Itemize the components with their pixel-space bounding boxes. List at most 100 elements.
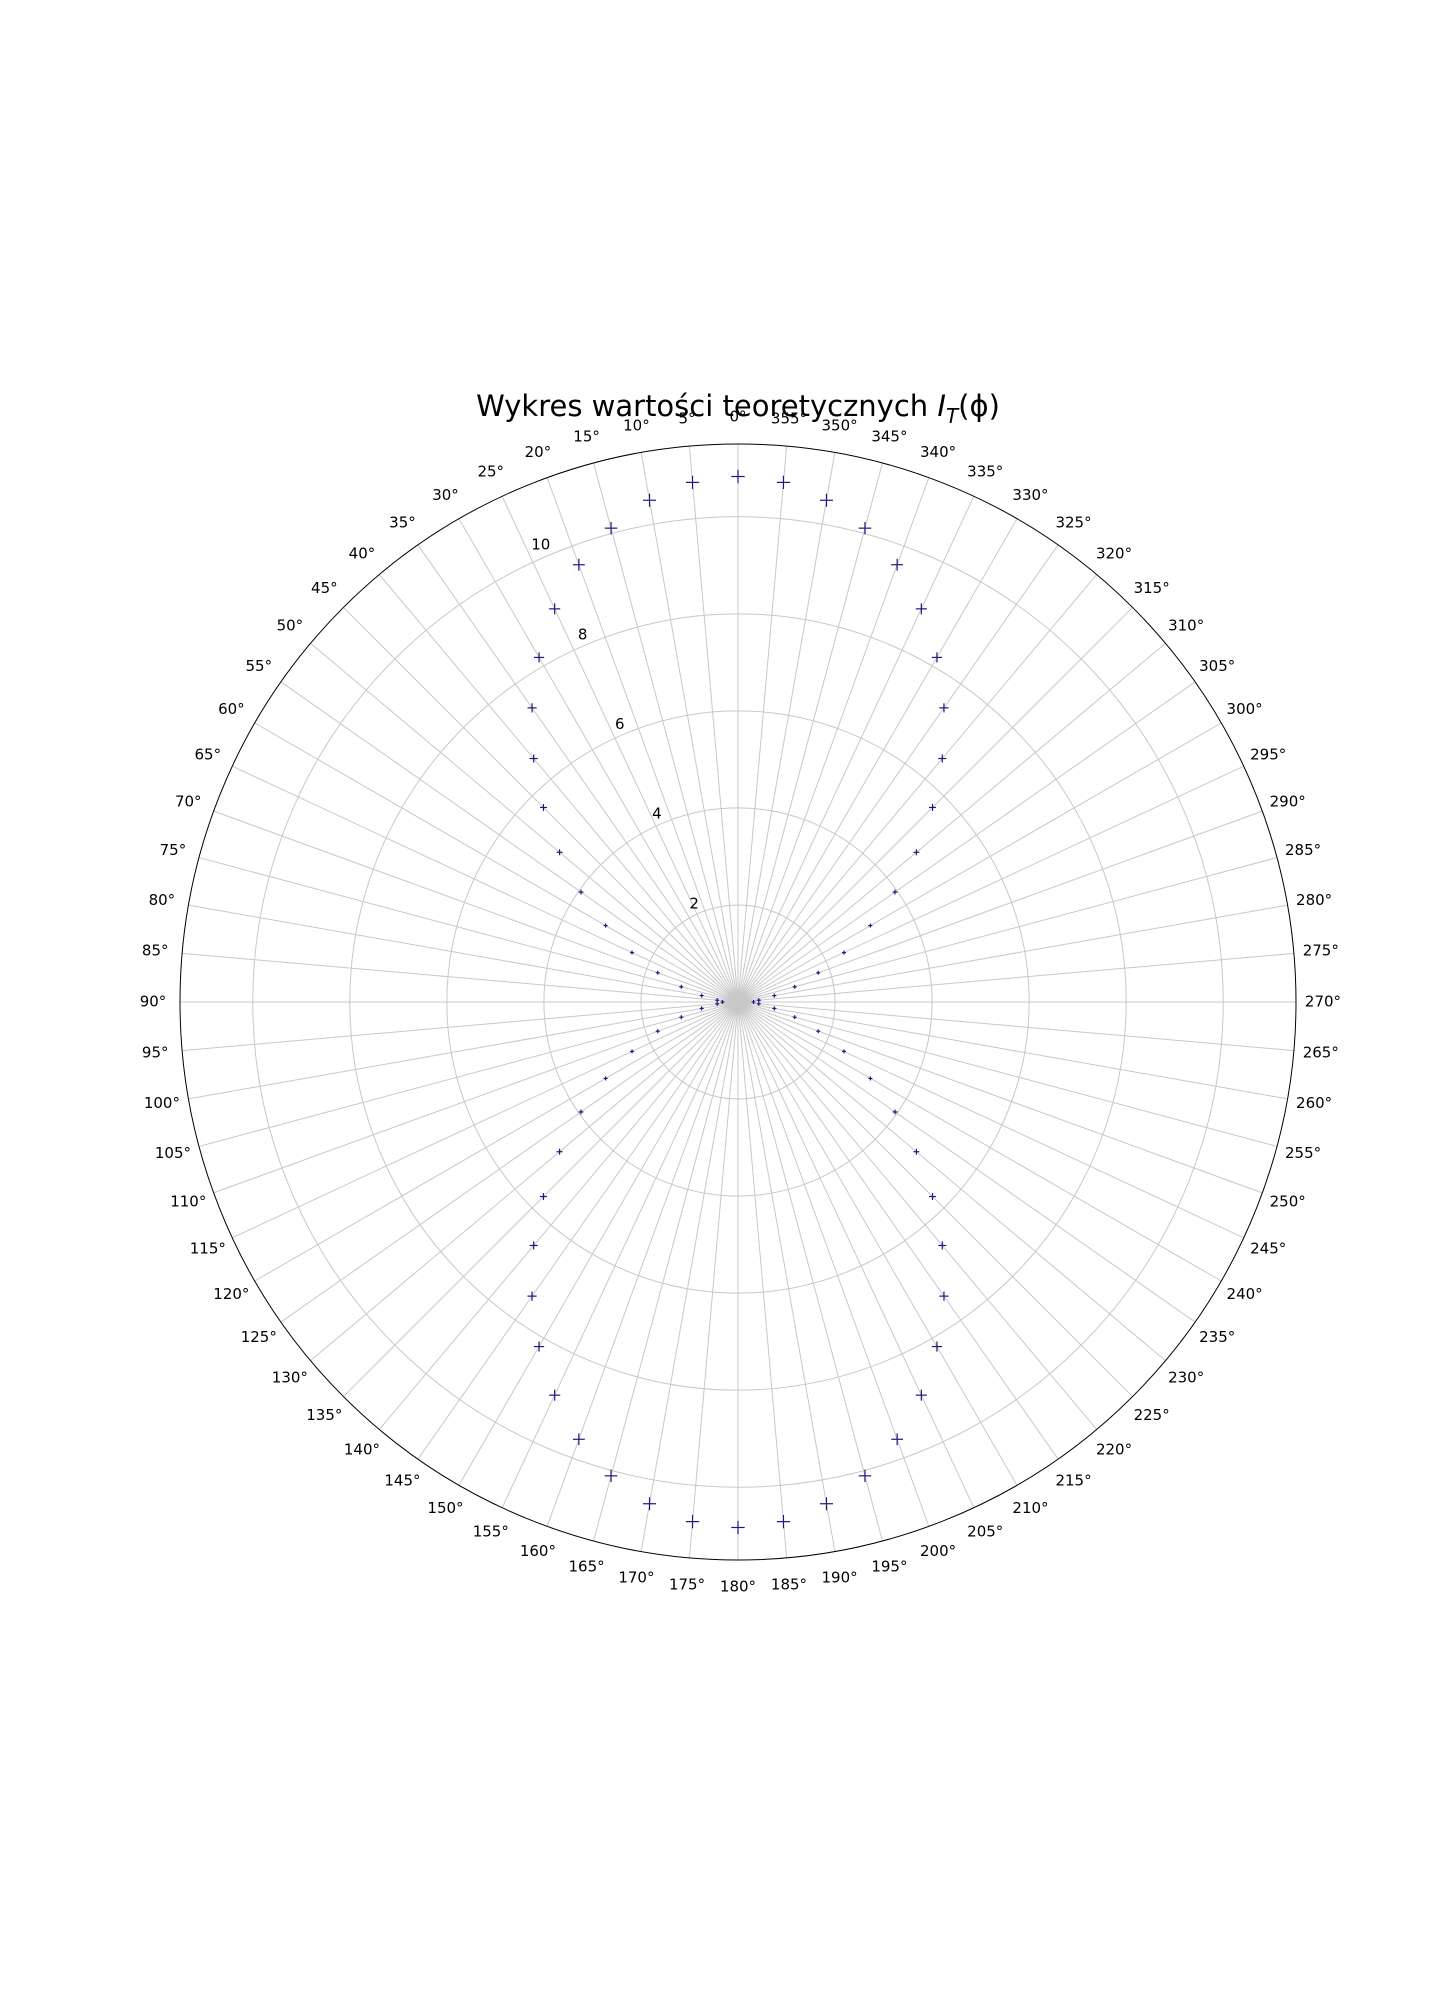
angle-tick-label: 85° [142,942,169,960]
angular-gridline [737,1001,1278,1147]
angle-tick-label: 230° [1168,1369,1204,1387]
angular-gridline [737,1001,930,1527]
angular-gridline [417,1001,739,1460]
angle-tick-label: 60° [218,700,245,718]
angle-tick-label: 25° [477,462,504,480]
angular-gridline [343,1001,739,1397]
angle-tick-label: 70° [175,792,202,810]
data-point-marker [938,754,947,763]
angle-tick-label: 15° [573,427,600,445]
angular-gridline [213,1001,739,1194]
data-point-marker [756,998,761,1003]
angular-gridline [232,1001,739,1239]
polar-frame [179,443,1297,1561]
data-point-marker [603,1076,608,1081]
radial-gridline [543,807,933,1197]
data-point-marker [868,923,873,928]
data-point-marker [772,1006,777,1011]
angular-gridline [232,765,739,1003]
angular-gridline [737,446,788,1003]
data-point-marker [630,1049,635,1054]
data-point-marker [643,493,657,507]
angle-tick-label: 150° [427,1499,463,1517]
angular-gridline [737,1001,1098,1430]
angle-tick-label: 155° [473,1523,509,1541]
chart-title-args: (ϕ) [958,389,1000,423]
angle-tick-label: 165° [569,1558,605,1576]
angle-tick-label: 55° [245,657,272,675]
angle-tick-label: 275° [1303,942,1339,960]
data-point-marker [578,1109,584,1115]
angle-tick-label: 100° [144,1094,180,1112]
angle-tick-label: 120° [213,1285,249,1303]
angular-gridline [737,462,883,1003]
radial-tick-label: 4 [652,805,662,823]
angle-tick-label: 130° [272,1369,308,1387]
angular-gridline [737,452,836,1003]
data-point-marker [603,923,608,928]
angular-gridline [310,642,739,1003]
angle-tick-label: 335° [967,462,1003,480]
angle-tick-label: 340° [920,443,956,461]
angle-tick-label: 220° [1096,1441,1132,1459]
angle-tick-label: 115° [190,1240,226,1258]
data-point-marker [643,1497,657,1511]
angular-gridline [501,496,739,1003]
data-point-marker [841,1049,846,1054]
data-point-marker [549,603,561,615]
angle-tick-label: 235° [1199,1328,1235,1346]
angle-tick-label: 20° [525,443,552,461]
angular-gridline [737,544,1059,1003]
chart-title-text: Wykres wartości teoretycznych [476,389,937,423]
angular-gridline [458,518,739,1003]
data-point-marker [816,970,821,975]
data-point-marker [792,984,797,989]
radial-gridline [349,613,1127,1391]
angular-gridline [737,1001,1244,1239]
data-point-marker [679,984,684,989]
angle-tick-label: 175° [669,1575,705,1593]
angle-tick-label: 35° [389,513,416,531]
chart-title: Wykres wartości teoretycznych IT(ϕ) [476,389,1000,428]
angle-tick-label: 345° [871,427,907,445]
data-point-marker [527,703,537,713]
angular-gridline [213,810,739,1003]
radial-tick-labels: 2 4 6 8 10 [531,536,699,913]
data-point-marker [858,521,872,535]
angular-gridline [737,904,1288,1003]
angle-tick-label: 300° [1227,700,1263,718]
angular-gridline [737,642,1166,1003]
angular-gridline [737,1001,883,1542]
data-point-marker [715,1001,720,1006]
angle-tick-label: 305° [1199,657,1235,675]
data-point-marker [858,1469,872,1483]
angle-tick-label: 95° [142,1043,169,1061]
angular-gridline [593,1001,739,1542]
angle-tick-label: 40° [349,544,376,562]
angular-gridline [737,1001,1059,1460]
data-point-marker [772,993,777,998]
data-point-marker [533,1341,545,1352]
angular-gridline [198,857,739,1003]
angle-tick-label: 285° [1285,841,1321,859]
angle-tick-label: 255° [1285,1144,1321,1162]
data-point-marker [533,652,545,663]
angular-gridline [737,607,1133,1003]
data-point-marker [931,652,943,663]
angular-gridline [640,1001,739,1552]
angle-tick-label: 5° [678,410,695,428]
angular-gridline [737,810,1263,1003]
angular-gridline [737,1001,1133,1397]
data-point-marker [939,1291,949,1301]
angle-tick-label: 10° [623,416,650,434]
angular-gridline [546,477,739,1003]
angular-gridline [737,1001,1294,1052]
data-point-marker [891,1433,904,1446]
angle-tick-label: 205° [967,1523,1003,1541]
angular-gridline [737,857,1278,1003]
angle-tick-label: 75° [160,841,187,859]
angle-tick-label: 320° [1096,544,1132,562]
radial-gridline [446,710,1030,1294]
data-point-marker [816,1029,821,1034]
angle-tick-label: 190° [822,1569,858,1587]
